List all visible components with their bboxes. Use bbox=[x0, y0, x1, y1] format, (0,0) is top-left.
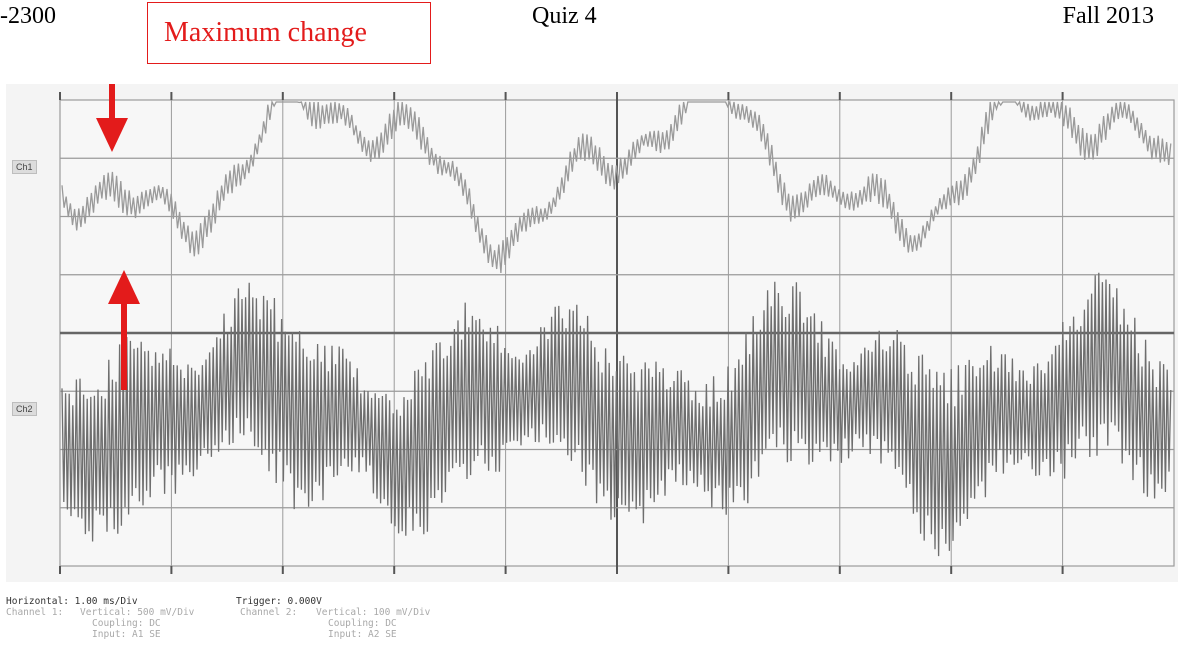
channel-2-waveform bbox=[61, 272, 1172, 557]
header-semester: Fall 2013 bbox=[1062, 3, 1154, 29]
channel2-label: Channel 2: bbox=[240, 607, 298, 618]
up-arrow-head bbox=[108, 270, 140, 304]
scope-settings-panel: Horizontal: 1.00 ms/Div Trigger: 0.000V … bbox=[6, 596, 706, 656]
channel-1-waveform bbox=[61, 99, 1172, 274]
channel-1-trace bbox=[61, 99, 1172, 274]
ch1-marker: Ch1 bbox=[12, 160, 37, 174]
ch2-marker: Ch2 bbox=[12, 402, 37, 416]
oscilloscope-plot bbox=[59, 84, 1175, 574]
horizontal-setting: Horizontal: 1.00 ms/Div bbox=[6, 596, 138, 607]
header-course-number: -2300 bbox=[0, 3, 56, 29]
channel-2-trace bbox=[61, 272, 1172, 557]
channel2-input: Input: A2 SE bbox=[328, 629, 397, 640]
header-quiz-title: Quiz 4 bbox=[532, 3, 597, 29]
down-arrow-head bbox=[96, 118, 128, 152]
channel2-coupling: Coupling: DC bbox=[328, 618, 397, 629]
channel1-vertical: Vertical: 500 mV/Div bbox=[80, 607, 195, 618]
annotation-arrows bbox=[96, 84, 140, 390]
channel1-coupling: Coupling: DC bbox=[92, 618, 161, 629]
oscilloscope-display: Ch1 Ch2 bbox=[6, 84, 1178, 582]
maximum-change-callout: Maximum change bbox=[147, 2, 431, 64]
channel2-vertical: Vertical: 100 mV/Div bbox=[316, 607, 431, 618]
channel1-label: Channel 1: bbox=[6, 607, 64, 618]
trigger-setting: Trigger: 0.000V bbox=[236, 596, 322, 607]
channel1-input: Input: A1 SE bbox=[92, 629, 161, 640]
scope-grid bbox=[59, 92, 1175, 574]
